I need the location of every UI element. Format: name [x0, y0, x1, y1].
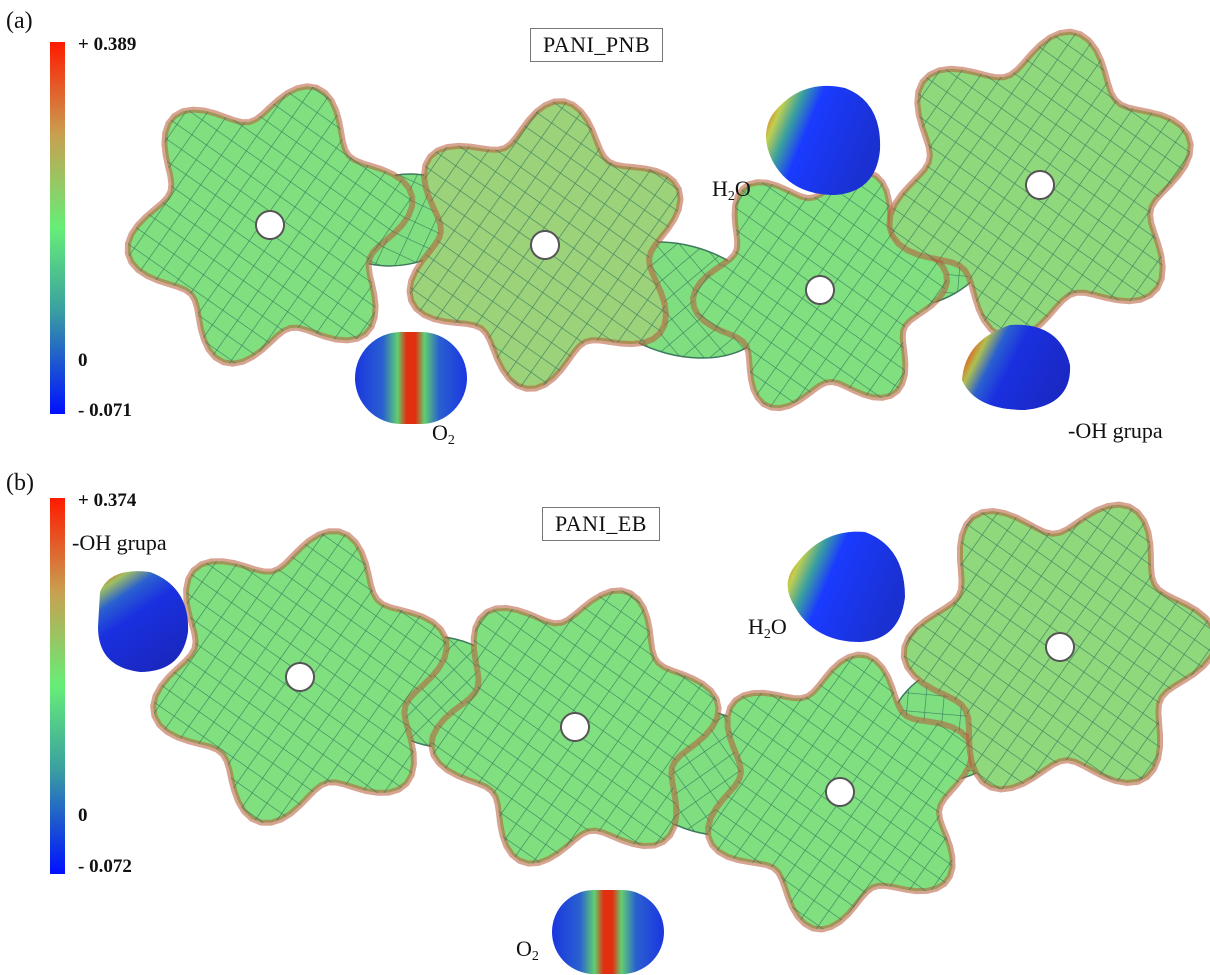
molecule-surface-b: [98, 501, 1210, 974]
molecule-surface-a: [124, 28, 1194, 424]
hydroxyl-group-a: [962, 324, 1071, 410]
oxygen-label: O2: [432, 420, 455, 448]
hydroxyl-group-b: [98, 571, 189, 672]
polymer-chain-b: [150, 501, 1210, 933]
scale-zero-label: 0: [78, 805, 88, 826]
water-molecule-a: [766, 85, 881, 195]
color-scale-bar: [50, 42, 65, 414]
scale-max-label: + 0.389: [78, 34, 137, 55]
panel-label: (b): [6, 470, 34, 496]
scale-zero-label: 0: [78, 350, 88, 371]
water-label: H2O: [748, 614, 787, 642]
oxygen-molecule-b: [552, 890, 664, 974]
panel-title: PANI_EB: [542, 507, 660, 541]
hydroxyl-label: -OH grupa: [72, 530, 167, 555]
panel-title: PANI_PNB: [530, 28, 664, 62]
panel-b: (b) + 0.374 0 - 0.072 -OH grupa PANI_EB …: [0, 462, 1210, 975]
water-label: H2O: [712, 176, 751, 204]
color-scale-bar: [50, 498, 65, 874]
scale-max-label: + 0.374: [78, 490, 137, 511]
panel-a: (a) + 0.389 0 - 0.071 PANI_PNB H2O O2 -O…: [0, 0, 1210, 462]
scale-min-label: - 0.071: [78, 400, 132, 421]
oxygen-molecule-a: [355, 332, 467, 424]
panel-label: (a): [6, 8, 33, 34]
oxygen-label: O2: [516, 936, 539, 964]
hydroxyl-label: -OH grupa: [1068, 418, 1163, 443]
polymer-chain-a: [124, 28, 1194, 412]
scale-min-label: - 0.072: [78, 856, 132, 877]
water-molecule-b: [787, 531, 905, 642]
